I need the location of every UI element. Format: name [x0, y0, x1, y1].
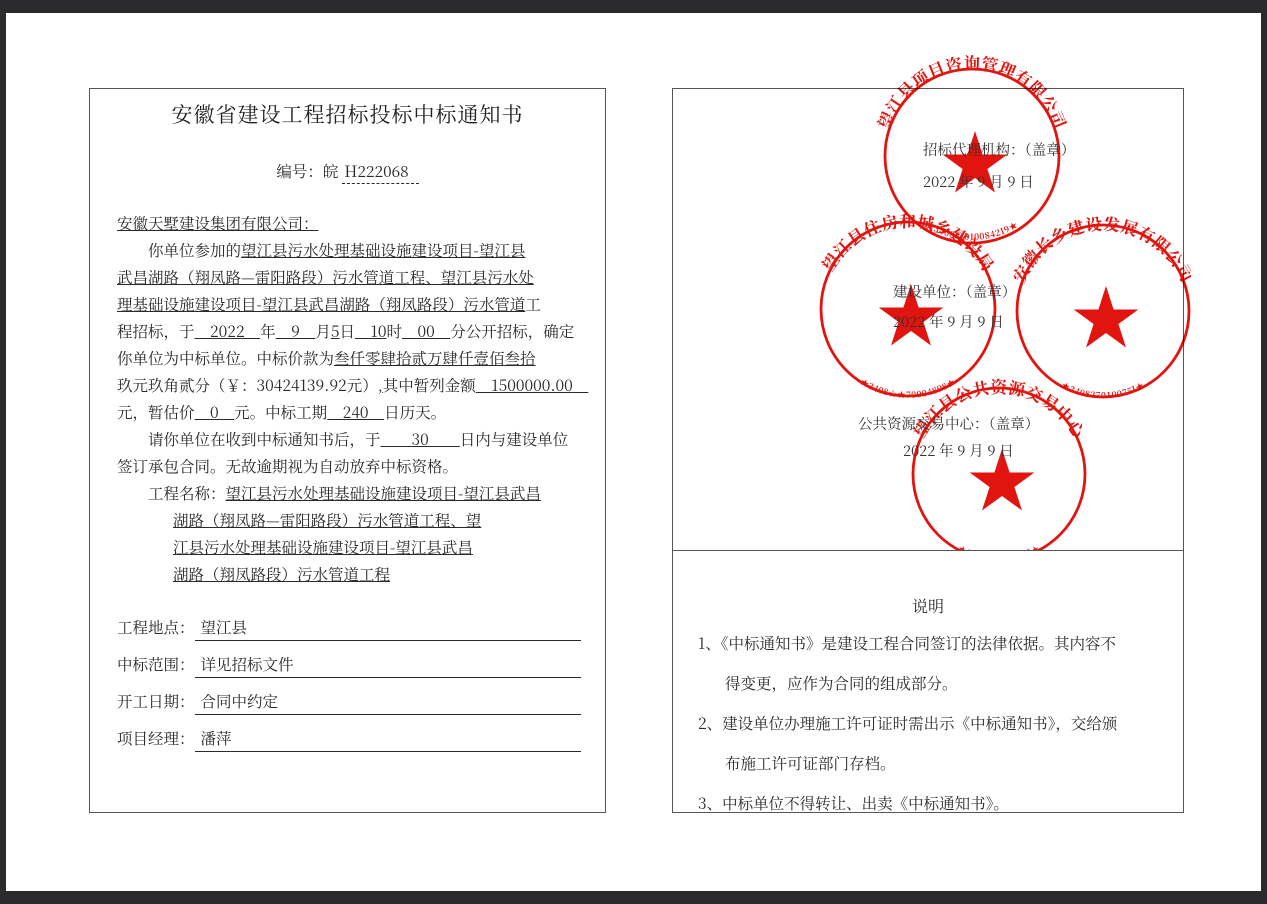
svg-text:★14087191006II★: ★14087191006II★ — [956, 542, 1042, 564]
svg-text:安徽长乡建设发展有限公司: 安徽长乡建设发展有限公司 — [1006, 211, 1200, 286]
svg-text:★340827010075I★: ★340827010075I★ — [1059, 379, 1146, 401]
svg-text:望江县住房和城乡建设局: 望江县住房和城乡建设局 — [815, 208, 1000, 275]
svg-text:望江县项目咨询管理有限公司: 望江县项目咨询管理有限公司 — [871, 50, 1073, 132]
